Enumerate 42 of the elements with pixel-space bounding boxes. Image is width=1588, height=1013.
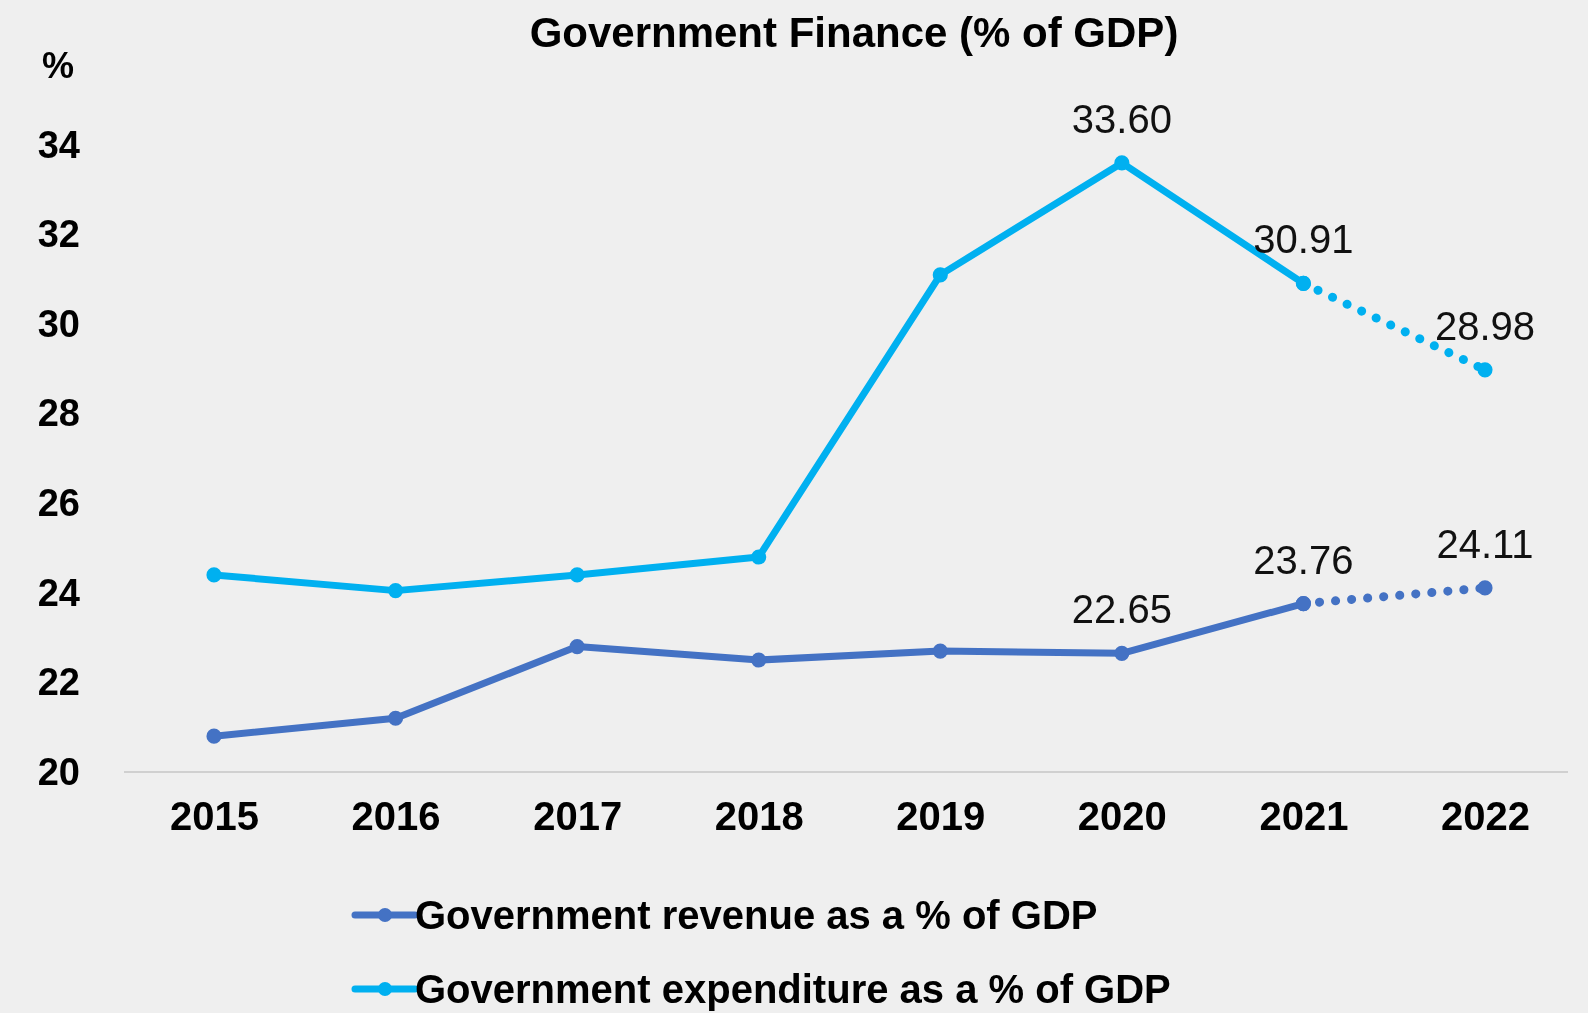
point [1295,275,1311,291]
point [206,567,222,583]
chart-title: Government Finance (% of GDP) [529,9,1179,56]
point [1477,362,1493,378]
point [569,639,585,655]
y-tick-label: 32 [37,213,80,256]
y-tick-label: 26 [37,481,80,524]
point [1114,645,1130,661]
point [1295,596,1311,612]
point [388,583,404,599]
x-tick-label: 2017 [533,794,623,839]
point [932,643,948,659]
point [932,267,948,283]
y-tick-label: 22 [37,661,80,704]
x-tick-label: 2016 [351,794,441,839]
y-tick-label: 24 [37,571,80,614]
point [751,549,767,565]
point [751,652,767,668]
y-tick-label: 20 [37,750,80,793]
legend-label: Government revenue as a % of GDP [415,893,1098,937]
point [388,710,404,726]
data-label: 23.76 [1253,537,1354,582]
data-label: 22.65 [1071,587,1172,632]
x-tick-label: 2022 [1441,794,1530,839]
point [1114,155,1130,171]
y-tick-label: 30 [37,302,80,345]
y-axis-title: % [41,45,75,86]
legend-label: Government expenditure as a % of GDP [415,967,1171,1011]
x-tick-label: 2021 [1259,794,1349,839]
data-label: 30.91 [1253,217,1354,262]
x-tick-label: 2019 [896,794,986,839]
y-tick-label: 28 [37,392,80,435]
x-tick-label: 2015 [170,794,259,839]
x-tick-label: 2020 [1077,794,1167,839]
y-tick-label: 34 [37,123,80,166]
x-tick-label: 2018 [714,794,804,839]
data-label: 33.60 [1071,96,1172,141]
point [1477,580,1493,596]
data-label: 28.98 [1434,303,1536,348]
data-label: 24.11 [1436,521,1534,566]
point [206,728,222,744]
point [569,567,585,583]
